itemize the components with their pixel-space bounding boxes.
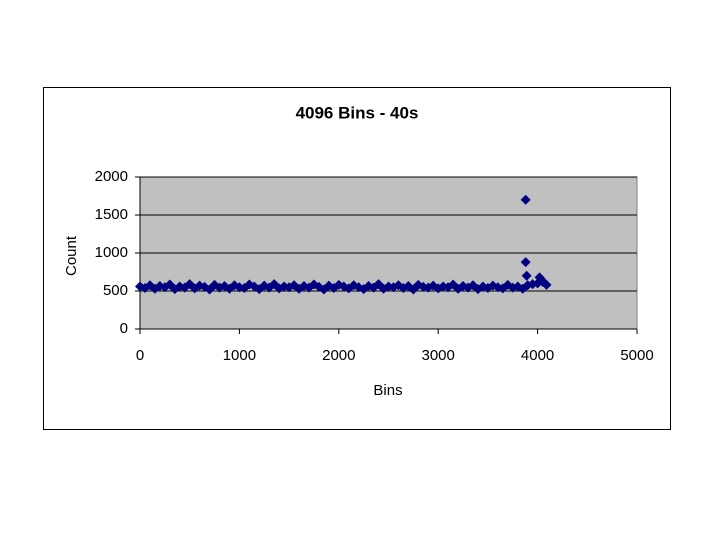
x-tick-label: 2000 (322, 347, 355, 364)
marks (135, 194, 552, 295)
x-axis-title: Bins (373, 382, 402, 399)
x-tick-label: 1000 (223, 347, 256, 364)
x-tick-label: 5000 (620, 347, 653, 364)
y-tick-label: 1500 (95, 206, 128, 223)
point (520, 257, 531, 268)
y-tick-label: 0 (120, 320, 128, 337)
y-axis-title: Count (63, 235, 80, 276)
x-tick-label: 0 (136, 347, 144, 364)
point (520, 194, 531, 205)
x-tick-label: 4000 (521, 347, 554, 364)
chart-title: 4096 Bins - 40s (296, 103, 419, 122)
point (502, 279, 513, 290)
point (521, 270, 532, 281)
y-tick-label: 2000 (95, 168, 128, 185)
x-tick-label: 3000 (422, 347, 455, 364)
point (541, 279, 552, 290)
y-tick-label: 500 (103, 282, 128, 299)
y-tick-label: 1000 (95, 244, 128, 261)
